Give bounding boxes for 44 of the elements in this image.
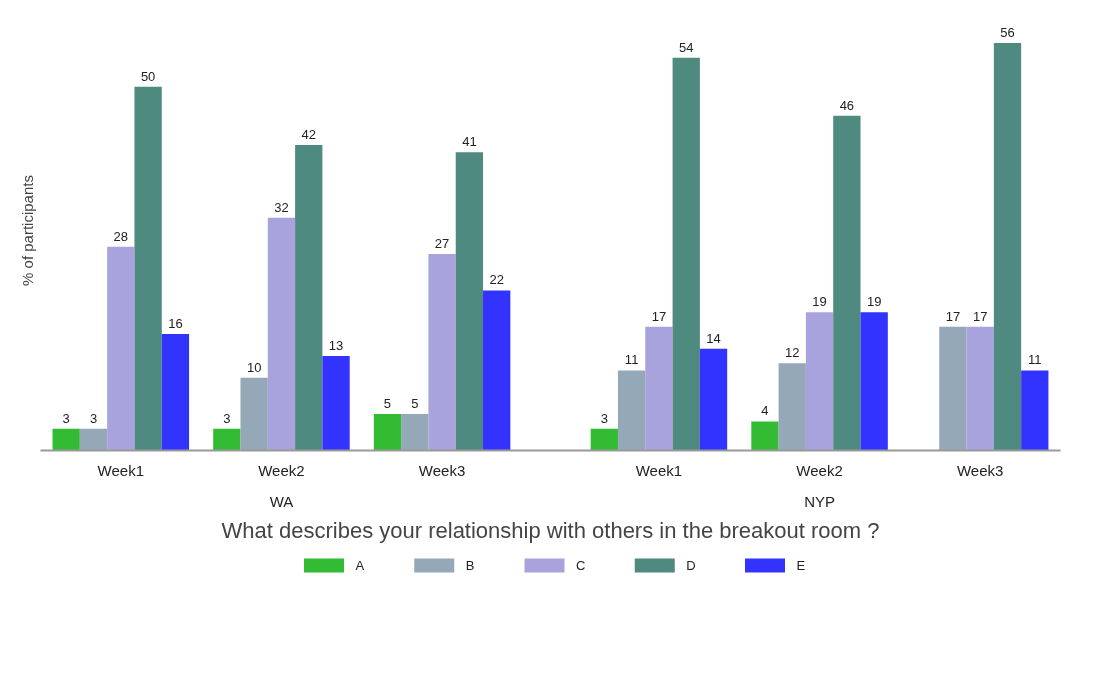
- x-tick-label: Week3: [418, 461, 466, 479]
- data-label: 3: [62, 410, 70, 426]
- legend-label: B: [465, 558, 475, 573]
- y-axis-title: % of participants: [18, 175, 36, 286]
- data-label: 54: [679, 39, 694, 55]
- data-label: 32: [274, 199, 289, 215]
- data-label: 46: [839, 97, 855, 113]
- data-label: 16: [168, 316, 183, 332]
- data-label: 3: [89, 410, 98, 426]
- data-label: 3: [600, 410, 608, 426]
- data-label: 4: [761, 403, 769, 419]
- data-label: 41: [462, 134, 477, 150]
- data-label: 28: [113, 228, 129, 244]
- x-tick-label: Week3: [956, 461, 1004, 479]
- data-label: 42: [301, 126, 316, 142]
- data-label: 5: [411, 396, 419, 412]
- data-label: 56: [1000, 25, 1015, 41]
- x-tick-label: Week2: [796, 461, 843, 479]
- x-tick-label: Week1: [635, 461, 683, 479]
- data-label: 19: [866, 294, 882, 310]
- data-label: 13: [328, 337, 344, 353]
- data-label: 3: [223, 410, 231, 426]
- data-label: 17: [972, 308, 988, 324]
- x-axis-title: What describes your relationship with others in the breakout room ?: [221, 517, 880, 543]
- data-label: 14: [706, 330, 721, 346]
- legend-label: C: [576, 558, 586, 573]
- legend-label: D: [686, 558, 696, 573]
- data-label: 12: [785, 345, 800, 361]
- data-label: 27: [434, 236, 450, 252]
- data-label: 19: [812, 294, 827, 310]
- data-label: 5: [383, 396, 392, 412]
- data-label: 11: [624, 352, 639, 368]
- data-label: 50: [140, 68, 156, 84]
- text: NYP: [804, 492, 835, 510]
- data-label: 17: [945, 308, 961, 324]
- x-tick-label: Week1: [97, 461, 145, 479]
- data-label: 22: [489, 272, 504, 288]
- data-label: 17: [651, 308, 667, 324]
- legend-label: E: [796, 558, 806, 573]
- x-tick-label: Week2: [258, 461, 305, 479]
- text: WA: [269, 492, 294, 510]
- data-label: 10: [246, 359, 262, 375]
- data-label: 11: [1028, 352, 1042, 368]
- legend-label: A: [355, 558, 365, 573]
